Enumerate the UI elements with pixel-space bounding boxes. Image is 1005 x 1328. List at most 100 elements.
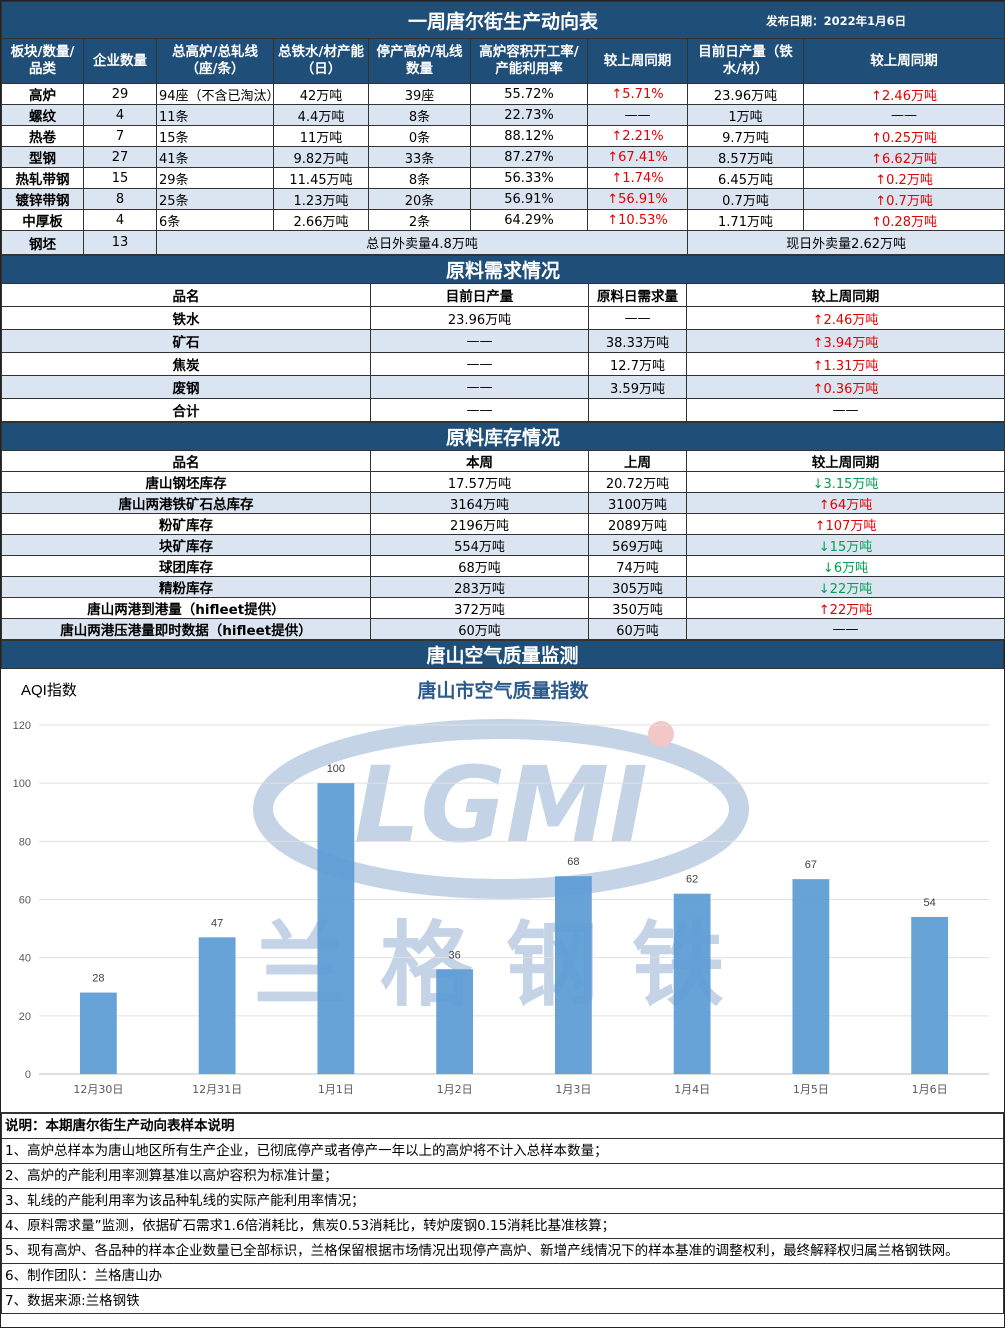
production-cell: 41条	[156, 146, 274, 168]
billet-outbound-total: 总日外卖量4.8万吨	[156, 230, 688, 255]
raw-demand-cell: ——	[588, 306, 687, 330]
production-body: 高炉 29 94座（不含已淘汰） 42万吨 39座 55.72% ↑5.71% 23.96万吨…	[1, 83, 1005, 231]
raw-inventory-item: 精粉库存	[1, 576, 371, 598]
raw-demand-row: 矿石 —— 38.33万吨 ↑3.94万吨	[1, 329, 1005, 353]
raw-demand-row: 合计 —— ——	[1, 398, 1005, 422]
notes-table: 说明：本期唐尔街生产动向表样本说明 1、高炉总样本为唐山地区所有生产企业，已彻底停…	[1, 1113, 1004, 1314]
production-cell: ↑5.71%	[587, 83, 688, 105]
raw-inventory-cell: 305万吨	[588, 576, 687, 598]
production-cell: 4	[83, 209, 157, 231]
note-row: 6、制作团队：兰格唐山办	[1, 1263, 1004, 1289]
raw-demand-cell: ——	[370, 329, 589, 353]
production-cell: ↑2.21%	[587, 125, 688, 147]
y-tick-label: 80	[19, 836, 31, 848]
production-cell: 39座	[368, 83, 471, 105]
raw-inventory-item: 唐山两港压港量即时数据（hifleet提供）	[1, 618, 371, 640]
raw-inventory-cell: ↓22万吨	[685, 576, 1005, 598]
raw-inventory-cell: 20.72万吨	[588, 471, 687, 493]
production-cell: 1万吨	[687, 104, 804, 126]
raw-inventory-row: 块矿库存 554万吨 569万吨 ↓15万吨	[1, 534, 1005, 556]
production-cell: 11万吨	[273, 125, 369, 147]
raw-demand-item: 铁水	[1, 306, 371, 330]
raw-inventory-item: 唐山两港铁矿石总库存	[1, 492, 371, 514]
billet-name: 钢坯	[1, 230, 84, 255]
production-cell: 8	[83, 188, 157, 210]
aqi-bar	[79, 992, 117, 1074]
production-row: 镀锌带钢 8 25条 1.23万吨 20条 56.91% ↑56.91% 0.7万吨 ↑0.7万…	[1, 188, 1005, 210]
raw-inventory-cell: 60万吨	[588, 618, 687, 640]
raw-inventory-cell: 372万吨	[370, 597, 589, 619]
aqi-bar	[554, 876, 592, 1074]
raw-inventory-cell: ↓6万吨	[685, 555, 1005, 577]
aqi-bar	[198, 937, 236, 1074]
raw-inventory-cell: 283万吨	[370, 576, 589, 598]
x-tick-label: 1月5日	[793, 1083, 829, 1096]
y-tick-label: 120	[13, 720, 31, 732]
production-cell: 2.66万吨	[273, 209, 369, 231]
production-cell: 9.7万吨	[687, 125, 804, 147]
production-row-label: 螺纹	[1, 104, 84, 126]
production-row: 型钢 27 41条 9.82万吨 33条 87.27% ↑67.41% 8.57万吨 ↑6.62…	[1, 146, 1005, 168]
chart-grid: 0 20 40 60 80 100 120	[13, 720, 989, 1081]
raw-inventory-cell: 17.57万吨	[370, 471, 589, 493]
production-cell: 88.12%	[470, 125, 588, 147]
raw-inventory-cell: 2089万吨	[588, 513, 687, 535]
raw-inventory-cell: 569万吨	[588, 534, 687, 556]
production-col-header: 板块/数量/品类	[1, 38, 84, 84]
production-cell: ↑0.2万吨	[802, 167, 1005, 189]
x-tick-label: 1月4日	[674, 1083, 710, 1096]
x-tick-label: 1月3日	[555, 1083, 591, 1096]
note-text: 7、数据来源:兰格钢铁	[1, 1288, 1004, 1314]
note-row: 1、高炉总样本为唐山地区所有生产企业，已彻底停产或者停产一年以上的高炉将不计入总…	[1, 1138, 1004, 1164]
production-header-row: 板块/数量/品类 企业数量 总高炉/总轧线（座/条） 总铁水/材产能（日） 停产高炉/轧…	[1, 38, 1005, 84]
production-cell: 0条	[368, 125, 471, 147]
x-tick-label: 1月2日	[437, 1083, 473, 1096]
y-tick-label: 100	[13, 778, 31, 790]
raw-demand-col-header: 品名	[1, 283, 371, 307]
production-col-header: 停产高炉/轧线数量	[368, 38, 471, 84]
note-row: 3、轧线的产能利用率为该品种轧线的实际产能利用率情况；	[1, 1188, 1004, 1214]
raw-inventory-col-header: 本周	[370, 450, 589, 472]
aqi-bar	[436, 969, 474, 1074]
raw-inventory-col-header: 上周	[588, 450, 687, 472]
raw-demand-cell	[588, 398, 687, 422]
production-row-label: 高炉	[1, 83, 84, 105]
production-cell: ——	[802, 104, 1005, 126]
production-cell: 11条	[156, 104, 274, 126]
note-text: 4、原料需求量”监测，依据矿石需求1.6倍消耗比，焦炭0.53消耗比，转炉废钢0…	[1, 1213, 1004, 1239]
production-col-header: 目前日产量（铁水/材）	[687, 38, 804, 84]
chart-x-labels: 12月30日 12月31日 1月1日 1月2日 1月3日 1月4日 1月5日 1月6日	[73, 1083, 947, 1096]
raw-inventory-cell: 68万吨	[370, 555, 589, 577]
raw-inventory-body: 唐山钢坯库存 17.57万吨 20.72万吨 ↓3.15万吨 唐山两港铁矿石总库存 316…	[1, 471, 1005, 640]
raw-demand-item: 焦炭	[1, 352, 371, 376]
aqi-bar	[673, 893, 711, 1074]
aqi-bar	[317, 783, 355, 1074]
watermark-logo-text: LGMI	[354, 744, 648, 866]
bar-value-label: 68	[567, 856, 579, 868]
raw-demand-row: 铁水 23.96万吨 —— ↑2.46万吨	[1, 306, 1005, 330]
billet-count: 13	[83, 230, 157, 255]
production-cell: 6条	[156, 209, 274, 231]
raw-inventory-cell: ↑107万吨	[685, 513, 1005, 535]
raw-inventory-cell: 74万吨	[588, 555, 687, 577]
raw-inventory-row: 唐山两港压港量即时数据（hifleet提供） 60万吨 60万吨 ——	[1, 618, 1005, 640]
raw-inventory-item: 唐山两港到港量（hifleet提供）	[1, 597, 371, 619]
raw-inventory-cell: 2196万吨	[370, 513, 589, 535]
production-cell: 8条	[368, 104, 471, 126]
production-cell: 22.73%	[470, 104, 588, 126]
production-col-header: 企业数量	[83, 38, 157, 84]
raw-demand-row: 废钢 —— 3.59万吨 ↑0.36万吨	[1, 375, 1005, 399]
raw-demand-title: 原料需求情况	[0, 255, 1005, 284]
production-cell: 8条	[368, 167, 471, 189]
raw-demand-cell: ——	[685, 398, 1005, 422]
y-tick-label: 20	[19, 1011, 31, 1023]
production-row-label: 热卷	[1, 125, 84, 147]
note-row: 4、原料需求量”监测，依据矿石需求1.6倍消耗比，焦炭0.53消耗比，转炉废钢0…	[1, 1213, 1004, 1239]
note-row: 7、数据来源:兰格钢铁	[1, 1288, 1004, 1314]
production-cell: 11.45万吨	[273, 167, 369, 189]
note-row: 2、高炉的产能利用率测算基准以高炉容积为标准计量；	[1, 1163, 1004, 1189]
report-title-cell: 一周唐尔街生产动向表 发布日期：2022年1月6日	[0, 1, 1005, 39]
production-cell: 15条	[156, 125, 274, 147]
production-row-label: 镀锌带钢	[1, 188, 84, 210]
